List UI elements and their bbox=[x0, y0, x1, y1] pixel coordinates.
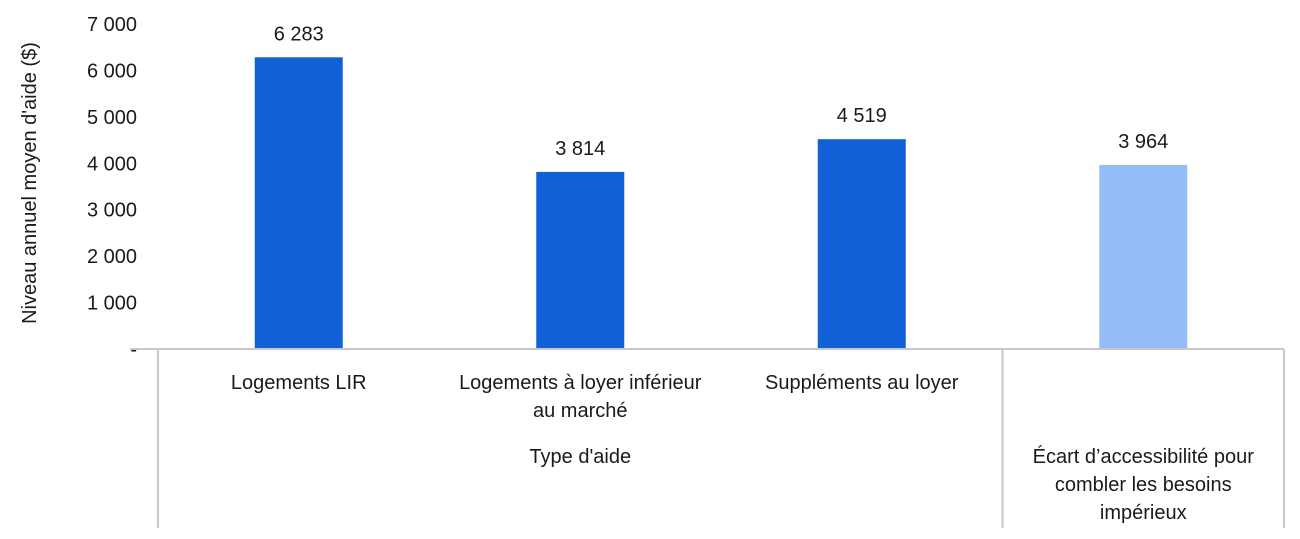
data-label: 3 814 bbox=[555, 138, 605, 160]
x-tick-label: au marché bbox=[533, 400, 628, 422]
group-label: impérieux bbox=[1100, 502, 1187, 524]
y-tick-label: 7 000 bbox=[87, 14, 137, 36]
y-tick-label: 6 000 bbox=[87, 60, 137, 82]
y-tick-label: 5 000 bbox=[87, 107, 137, 129]
data-label: 6 283 bbox=[274, 23, 324, 45]
x-tick-label: Suppléments au loyer bbox=[765, 372, 959, 394]
bar bbox=[817, 139, 906, 349]
bar bbox=[254, 57, 343, 350]
group-label: Type d'aide bbox=[529, 446, 631, 468]
category-labels: Logements LIR Logements à loyer inférieur… bbox=[231, 372, 959, 422]
bar bbox=[536, 171, 625, 349]
y-tick-label: 1 000 bbox=[87, 293, 137, 315]
x-axis bbox=[130, 348, 1285, 528]
bars: 6 283 3 814 4 519 3 964 bbox=[254, 23, 1188, 350]
x-tick-label: Logements LIR bbox=[231, 372, 367, 394]
x-tick-label: Logements à loyer inférieur bbox=[459, 372, 702, 394]
group-label: combler les besoins bbox=[1055, 474, 1232, 496]
group-label: Écart d’accessibilité pour bbox=[1033, 445, 1255, 468]
y-axis-title: Niveau annuel moyen d'aide ($) bbox=[19, 42, 41, 324]
data-label: 4 519 bbox=[837, 105, 887, 127]
group-labels: Type d'aide Écart d’accessibilité pour com… bbox=[529, 445, 1254, 524]
y-tick-label: 2 000 bbox=[87, 246, 137, 268]
bar bbox=[1099, 164, 1188, 349]
y-tick-label: 3 000 bbox=[87, 200, 137, 222]
y-tick-label: 4 000 bbox=[87, 153, 137, 175]
data-label: 3 964 bbox=[1118, 131, 1168, 153]
